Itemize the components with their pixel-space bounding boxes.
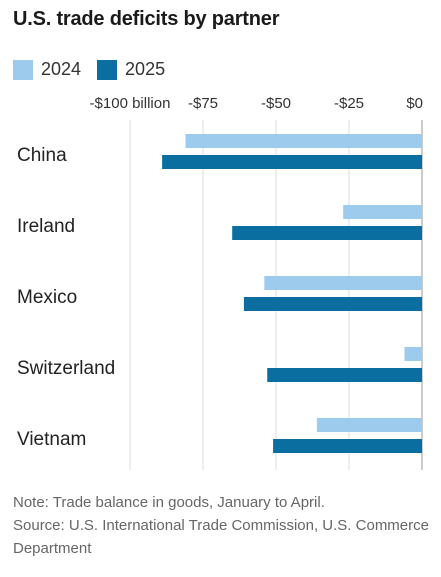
category-label: Switzerland — [17, 358, 115, 379]
bar-2024-ireland — [343, 205, 422, 219]
category-label: Ireland — [17, 216, 75, 237]
bar-2025-ireland — [232, 226, 422, 240]
legend-label-2024: 2024 — [41, 59, 82, 79]
legend-label-2025: 2025 — [125, 59, 166, 79]
bar-2025-mexico — [243, 297, 422, 311]
bar-2024-china — [185, 134, 422, 148]
bar-2024-switzerland — [404, 347, 422, 361]
bar-2024-vietnam — [316, 418, 422, 432]
legend: 2024 2025 — [13, 59, 181, 80]
bar-chart: -$100 billion -$75 -$50 -$25 $0 China Ireland… — [17, 95, 423, 470]
gridlines — [129, 120, 423, 470]
bar-2024-mexico — [264, 276, 422, 290]
footnote: Note: Trade balance in goods, January to… — [13, 491, 433, 560]
category-label: Mexico — [17, 287, 77, 308]
note-text: Note: Trade balance in goods, January to… — [13, 494, 325, 511]
tick-label: -$50 — [261, 95, 291, 112]
tick-label: $0 — [406, 95, 423, 112]
legend-item-2024: 2024 — [13, 59, 81, 80]
tick-label: -$25 — [334, 95, 364, 112]
category-labels: China Ireland Mexico Switzerland Vietnam — [17, 145, 115, 450]
legend-swatch-2024 — [13, 59, 33, 80]
tick-label: -$75 — [188, 95, 218, 112]
tick-labels: -$100 billion -$75 -$50 -$25 $0 — [90, 95, 423, 112]
chart-title: U.S. trade deficits by partner — [13, 8, 280, 30]
category-label: China — [17, 145, 67, 166]
tick-label: -$100 billion — [90, 95, 171, 112]
bar-2025-switzerland — [267, 368, 422, 382]
bar-2025-china — [162, 155, 422, 169]
bars — [162, 134, 422, 453]
legend-swatch-2025 — [97, 59, 118, 80]
source-text: Source: U.S. International Trade Commiss… — [13, 517, 429, 557]
legend-item-2025: 2025 — [97, 59, 165, 80]
bar-2025-vietnam — [273, 439, 422, 453]
category-label: Vietnam — [17, 429, 86, 450]
